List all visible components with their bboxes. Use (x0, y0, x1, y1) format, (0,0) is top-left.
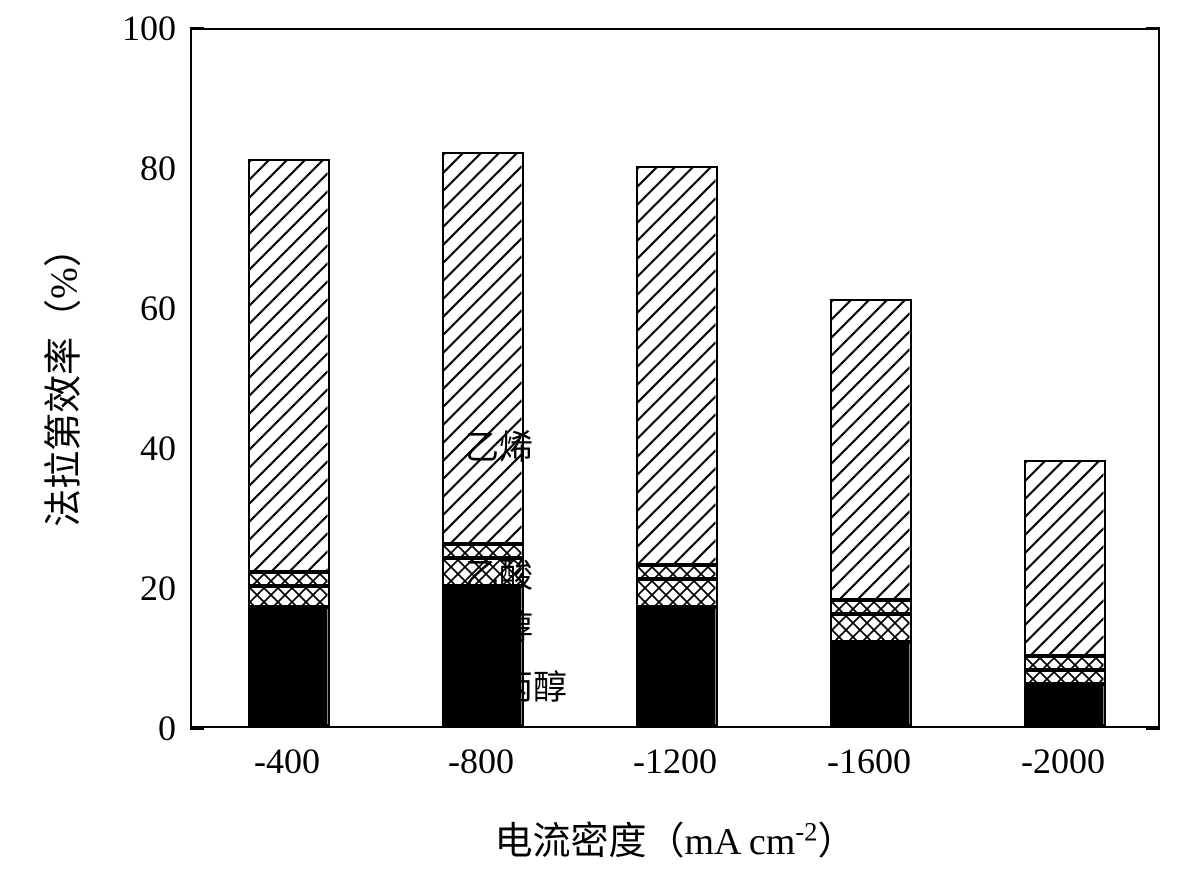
x-axis-title-prefix: 电流密度（mA cm (495, 821, 796, 863)
bar-segment-n_propanol (636, 607, 717, 726)
bar-segment-acetic (830, 600, 911, 614)
bar-segment-ethylene (248, 159, 329, 572)
bar-segment-ethanol (830, 614, 911, 642)
bar-segment-ethylene (1024, 460, 1105, 656)
x-tick-label: -1200 (633, 740, 717, 782)
bar-segment-acetic (636, 565, 717, 579)
bar-segment-ethanol (248, 586, 329, 607)
x-tick-label: -2000 (1021, 740, 1105, 782)
x-axis-title-sup: -2 (795, 816, 817, 846)
y-tick-label: 60 (140, 287, 176, 329)
y-tick-label: 80 (140, 147, 176, 189)
y-tick-label: 40 (140, 427, 176, 469)
bar-segment-ethanol (1024, 670, 1105, 684)
bar-stack (830, 26, 911, 726)
bar-segment-n_propanol (830, 642, 911, 726)
bar-segment-acetic (1024, 656, 1105, 670)
y-tick-label: 0 (158, 707, 176, 749)
y-tick-label: 20 (140, 567, 176, 609)
x-tick-label: -800 (448, 740, 514, 782)
x-tick-label: -400 (254, 740, 320, 782)
bar-segment-n_propanol (1024, 684, 1105, 726)
bar-segment-ethanol (636, 579, 717, 607)
bar-stack (248, 26, 329, 726)
legend-label-ethanol: 乙醇 (465, 600, 533, 649)
y-axis-title: 法拉第效率（%） (33, 229, 88, 527)
bar-segment-ethylene (442, 152, 523, 544)
legend-label-n_propanol: 正丙醇 (465, 660, 567, 709)
legend-label-acetic: 乙酸 (465, 548, 533, 597)
bar-segment-n_propanol (248, 607, 329, 726)
bar-segment-ethylene (830, 299, 911, 600)
bar-stack (1024, 26, 1105, 726)
chart-container: 法拉第效率（%） 电流密度（mA cm-2） 0 20 40 60 80 100 -400… (0, 0, 1196, 881)
y-tick-label: 100 (122, 7, 176, 49)
bar-segment-acetic (248, 572, 329, 586)
legend-label-ethylene: 乙烯 (465, 420, 533, 469)
plot-area (190, 28, 1160, 728)
x-axis-title-suffix: ） (817, 821, 855, 863)
x-axis-title: 电流密度（mA cm-2） (495, 810, 856, 865)
bar-stack (636, 26, 717, 726)
bar-segment-ethylene (636, 166, 717, 565)
x-tick-label: -1600 (827, 740, 911, 782)
